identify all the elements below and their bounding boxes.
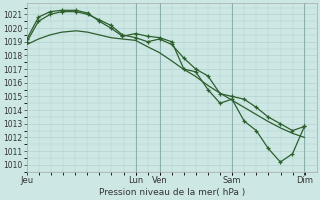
X-axis label: Pression niveau de la mer( hPa ): Pression niveau de la mer( hPa )	[99, 188, 245, 197]
